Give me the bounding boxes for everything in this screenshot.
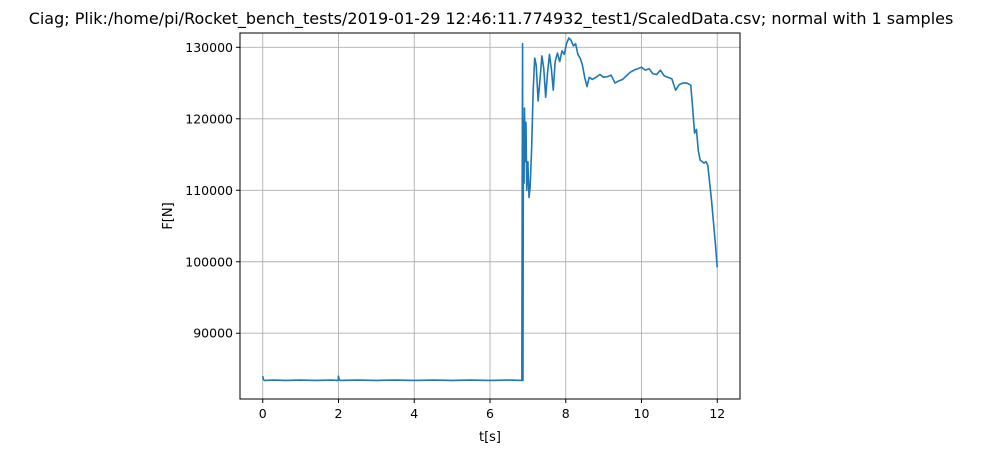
x-axis: 0 2 4 6 8 10 12 [259, 399, 725, 421]
x-tick-label: 12 [709, 406, 725, 421]
y-tick-label: 130000 [185, 40, 233, 55]
grid [240, 33, 740, 399]
x-tick-label: 2 [335, 406, 343, 421]
y-tick-label: 120000 [185, 111, 233, 126]
x-tick-label: 10 [634, 406, 650, 421]
x-tick-label: 4 [410, 406, 418, 421]
y-tick-label: 100000 [185, 254, 233, 269]
y-tick-label: 90000 [193, 326, 233, 341]
y-axis-label: F[N] [161, 202, 176, 229]
y-tick-label: 110000 [185, 183, 233, 198]
y-axis: 90000 100000 110000 120000 130000 [185, 40, 240, 341]
x-tick-label: 6 [486, 406, 494, 421]
x-tick-label: 0 [259, 406, 267, 421]
x-axis-label: t[s] [479, 430, 501, 445]
series-line [261, 37, 719, 382]
series-group [261, 37, 719, 382]
chart-title: Ciag; Plik:/home/pi/Rocket_bench_tests/2… [29, 9, 954, 29]
x-tick-label: 8 [562, 406, 570, 421]
